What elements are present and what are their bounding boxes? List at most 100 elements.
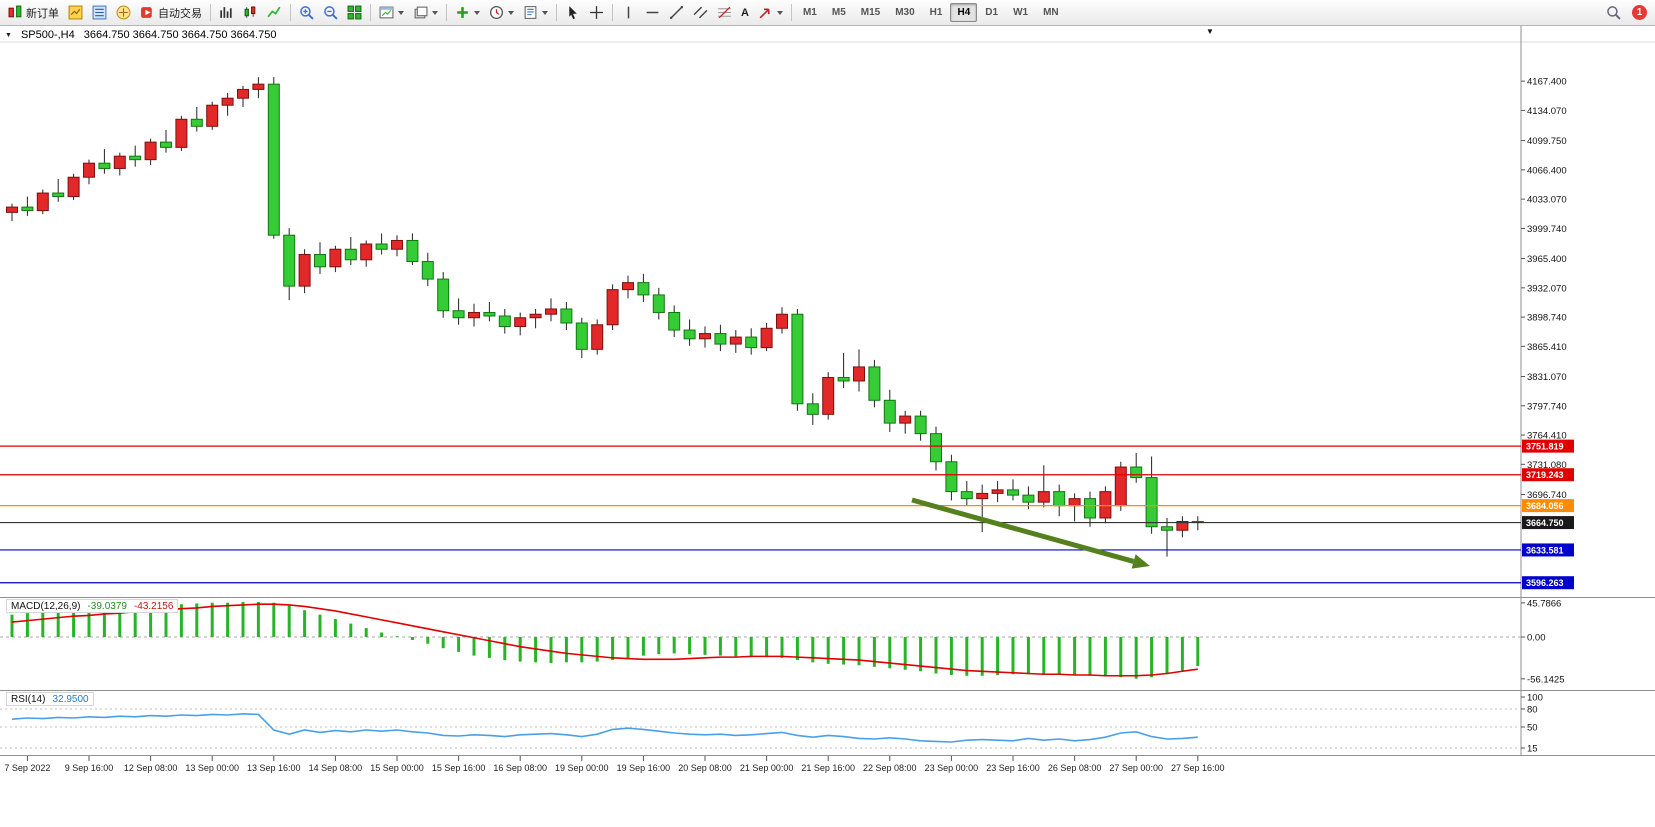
bear-candle	[267, 83, 280, 236]
notification-badge[interactable]: 1	[1632, 5, 1647, 20]
bear-candle	[883, 399, 896, 424]
bull-candle	[237, 88, 249, 99]
bear-candle	[1161, 526, 1173, 531]
chevron-down-icon	[432, 10, 438, 15]
time-axis-label: 23 Sep 16:00	[986, 763, 1040, 773]
timeframe-m1[interactable]: M1	[796, 3, 824, 22]
bull-candle	[67, 176, 80, 198]
timeframes: M1 M5 M15 M30 H1 H4 D1 W1 MN	[796, 3, 1066, 22]
periods-clock-icon	[489, 5, 504, 20]
time-axis-label: 19 Sep 16:00	[617, 763, 671, 773]
candlestick-chart-button[interactable]	[239, 2, 262, 23]
zoom-out-button[interactable]	[319, 2, 342, 23]
chevron-down-icon	[542, 10, 548, 15]
bear-candle	[314, 254, 326, 268]
timeframe-h4[interactable]: H4	[950, 3, 978, 22]
bear-candle	[1022, 494, 1035, 503]
vertical-line-tool-button[interactable]	[617, 2, 640, 23]
text-tool-button[interactable]: A	[737, 2, 753, 23]
bear-candle	[560, 308, 573, 324]
timeframe-w1[interactable]: W1	[1006, 3, 1035, 22]
bull-candle	[113, 155, 126, 169]
bull-candle	[468, 311, 480, 319]
time-axis-label: 16 Sep 08:00	[493, 763, 547, 773]
timeframe-h1[interactable]: H1	[923, 3, 950, 22]
fibonacci-tool-button[interactable]	[713, 2, 736, 23]
bull-candle	[899, 415, 912, 424]
line-chart-button[interactable]	[263, 2, 286, 23]
horizontal-line-tool-button[interactable]	[641, 2, 664, 23]
bull-candle	[776, 313, 788, 329]
macd-value: -39.0379	[87, 600, 127, 612]
rsi-name: RSI(14)	[11, 693, 46, 705]
macd-panel: 45.7866 0.00 -56.1425	[0, 598, 1565, 685]
chart-menu-icon[interactable]: ▼	[5, 31, 12, 39]
tile-windows-button[interactable]	[343, 2, 366, 23]
trendline-icon	[670, 6, 683, 19]
add-indicator-button[interactable]	[451, 2, 484, 23]
navigator-icon	[116, 5, 131, 20]
timeframe-m15[interactable]: M15	[854, 3, 887, 22]
auto-trading-button[interactable]: 自动交易	[136, 2, 206, 23]
data-window-icon	[92, 5, 107, 20]
bull-candle	[221, 97, 234, 106]
price-axis-label: 4134.070	[1527, 106, 1567, 117]
auto-trading-label: 自动交易	[158, 7, 202, 20]
timeframe-m5[interactable]: M5	[825, 3, 853, 22]
symbol-period-title: SP500-,H4	[20, 29, 75, 41]
periods-button[interactable]	[485, 2, 518, 23]
zoom-in-button[interactable]	[295, 2, 318, 23]
time-axis-label: 13 Sep 16:00	[247, 763, 301, 773]
toolbar-separator	[210, 4, 211, 21]
new-order-label: 新订单	[26, 7, 59, 20]
bear-candle	[683, 329, 696, 340]
price-axis-label: 4167.400	[1527, 77, 1567, 88]
bar-chart-icon	[220, 7, 232, 18]
macd-axis-label: -56.1425	[1527, 674, 1565, 685]
profiles-button[interactable]	[409, 2, 442, 23]
data-window-button[interactable]	[88, 2, 111, 23]
arrows-tool-button[interactable]	[754, 2, 787, 23]
price-axis-label: 3797.740	[1527, 401, 1567, 412]
new-order-button[interactable]: 新订单	[4, 2, 63, 23]
zoom-out-icon	[324, 6, 338, 20]
bull-candle	[529, 313, 542, 319]
timeframe-m30[interactable]: M30	[888, 3, 921, 22]
navigator-button[interactable]	[112, 2, 135, 23]
templates-button[interactable]	[519, 2, 552, 23]
bear-candle	[129, 155, 142, 161]
toolbar-right-group: 1	[1602, 2, 1651, 23]
cursor-button[interactable]	[561, 2, 584, 23]
price-tag	[1522, 499, 1574, 513]
macd-signal-line	[11, 603, 1198, 677]
autoscroll-marker-icon[interactable]: ▼	[1206, 27, 1214, 36]
timeframe-d1[interactable]: D1	[978, 3, 1005, 22]
bear-candle	[344, 248, 357, 261]
bull-candle	[853, 366, 865, 382]
chart-title: ▼ SP500-,H4 3664.750 3664.750 3664.750 3…	[5, 29, 276, 41]
price-axis-label: 4066.400	[1527, 165, 1567, 176]
price-levels[interactable]: 3751.819 3719.243 3684.056 3664.750 3633.581…	[0, 439, 1574, 590]
channel-tool-button[interactable]	[689, 2, 712, 23]
market-watch-button[interactable]	[64, 2, 87, 23]
price-tag-label: 3719.243	[1526, 470, 1564, 480]
search-button[interactable]	[1602, 2, 1625, 23]
bear-candle	[160, 141, 172, 148]
bull-candle	[991, 489, 1004, 494]
price-tag-label: 3664.750	[1526, 518, 1564, 528]
trendline-tool-button[interactable]	[665, 2, 688, 23]
crosshair-button[interactable]	[585, 2, 608, 23]
bar-chart-button[interactable]	[215, 2, 238, 23]
bear-candle	[652, 294, 665, 313]
toolbar: 新订单 自动交易	[0, 0, 1655, 26]
toolbar-separator	[790, 4, 792, 21]
new-order-icon	[8, 5, 22, 18]
macd-signal-value: -43.2156	[133, 600, 174, 612]
bull-candle	[606, 289, 619, 326]
new-chart-button[interactable]	[375, 2, 408, 23]
trend-arrow[interactable]	[911, 497, 1150, 569]
timeframe-mn[interactable]: MN	[1036, 3, 1066, 22]
crosshair-icon	[590, 6, 603, 19]
price-axis-label: 3731.080	[1527, 460, 1567, 471]
